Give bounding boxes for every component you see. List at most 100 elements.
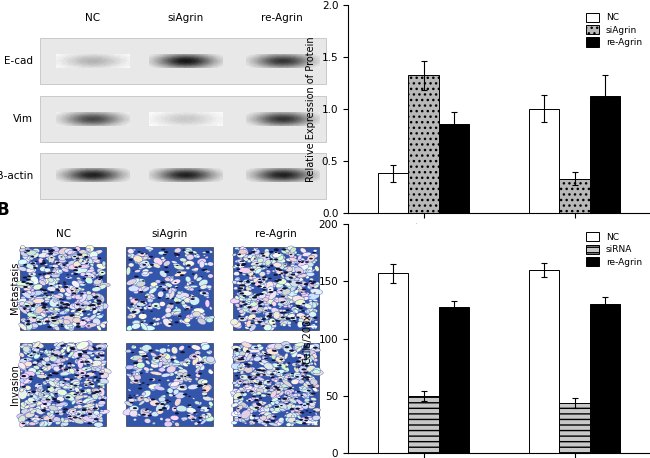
Ellipse shape (71, 252, 77, 258)
Ellipse shape (307, 345, 314, 349)
Ellipse shape (308, 270, 314, 273)
Ellipse shape (238, 367, 251, 372)
Ellipse shape (156, 403, 160, 406)
Ellipse shape (251, 345, 258, 350)
Ellipse shape (183, 372, 189, 382)
Ellipse shape (132, 320, 136, 323)
Ellipse shape (82, 350, 86, 352)
Ellipse shape (42, 361, 47, 364)
Ellipse shape (63, 284, 66, 285)
Ellipse shape (303, 350, 309, 354)
Ellipse shape (205, 256, 208, 259)
Ellipse shape (280, 288, 291, 295)
Ellipse shape (32, 317, 36, 319)
Ellipse shape (51, 372, 56, 374)
Ellipse shape (25, 250, 30, 252)
Ellipse shape (75, 394, 80, 401)
Ellipse shape (61, 417, 64, 419)
Ellipse shape (301, 363, 304, 365)
Ellipse shape (306, 295, 313, 297)
Ellipse shape (20, 370, 23, 373)
Ellipse shape (101, 344, 107, 349)
Ellipse shape (73, 269, 80, 273)
Ellipse shape (73, 311, 76, 313)
Ellipse shape (311, 287, 315, 289)
Ellipse shape (85, 259, 88, 262)
Ellipse shape (39, 280, 46, 285)
Ellipse shape (248, 349, 254, 353)
Ellipse shape (36, 257, 38, 258)
Ellipse shape (193, 267, 198, 271)
Ellipse shape (27, 276, 31, 279)
Ellipse shape (58, 356, 63, 359)
Ellipse shape (151, 359, 159, 364)
Ellipse shape (249, 386, 253, 389)
Ellipse shape (238, 317, 246, 322)
Ellipse shape (233, 395, 237, 398)
Ellipse shape (268, 344, 280, 350)
Ellipse shape (285, 273, 290, 277)
Ellipse shape (239, 263, 244, 268)
Ellipse shape (53, 326, 58, 330)
Ellipse shape (76, 325, 79, 327)
Ellipse shape (259, 293, 266, 299)
Ellipse shape (72, 292, 76, 294)
Ellipse shape (28, 367, 33, 371)
Ellipse shape (83, 397, 95, 403)
Ellipse shape (246, 351, 249, 352)
Ellipse shape (97, 268, 103, 273)
Ellipse shape (47, 307, 58, 313)
Ellipse shape (148, 305, 151, 307)
Ellipse shape (275, 351, 277, 352)
Ellipse shape (282, 380, 293, 387)
Ellipse shape (150, 264, 154, 266)
Ellipse shape (246, 409, 254, 414)
Ellipse shape (80, 390, 85, 392)
Ellipse shape (272, 390, 275, 393)
Ellipse shape (233, 267, 236, 268)
Ellipse shape (161, 395, 166, 398)
Ellipse shape (81, 253, 87, 258)
Ellipse shape (233, 253, 237, 256)
Ellipse shape (295, 398, 304, 405)
Ellipse shape (266, 322, 274, 327)
Ellipse shape (35, 287, 39, 290)
Ellipse shape (53, 308, 55, 310)
Ellipse shape (39, 260, 42, 264)
Ellipse shape (254, 308, 262, 313)
Ellipse shape (238, 293, 245, 297)
Ellipse shape (87, 366, 91, 369)
Ellipse shape (237, 280, 241, 282)
Ellipse shape (314, 362, 317, 366)
Ellipse shape (296, 254, 302, 256)
Ellipse shape (237, 408, 239, 409)
Ellipse shape (233, 354, 236, 357)
Ellipse shape (262, 370, 266, 371)
Ellipse shape (138, 288, 142, 293)
Ellipse shape (255, 284, 262, 286)
Ellipse shape (232, 364, 238, 366)
Ellipse shape (311, 398, 317, 401)
Ellipse shape (39, 323, 42, 325)
Ellipse shape (242, 342, 252, 348)
Ellipse shape (24, 423, 29, 425)
Ellipse shape (76, 309, 81, 311)
Ellipse shape (30, 284, 34, 286)
Ellipse shape (42, 365, 51, 371)
Ellipse shape (272, 345, 279, 349)
Ellipse shape (287, 362, 291, 364)
Ellipse shape (77, 299, 83, 303)
Ellipse shape (58, 262, 62, 266)
Ellipse shape (247, 413, 254, 419)
Ellipse shape (95, 296, 99, 298)
Ellipse shape (24, 291, 35, 297)
Ellipse shape (70, 379, 80, 387)
Ellipse shape (150, 400, 159, 406)
Ellipse shape (52, 264, 58, 268)
Ellipse shape (158, 368, 162, 371)
Ellipse shape (274, 399, 279, 404)
Ellipse shape (141, 321, 145, 323)
Ellipse shape (98, 306, 102, 311)
Ellipse shape (281, 249, 290, 254)
Ellipse shape (247, 408, 251, 411)
